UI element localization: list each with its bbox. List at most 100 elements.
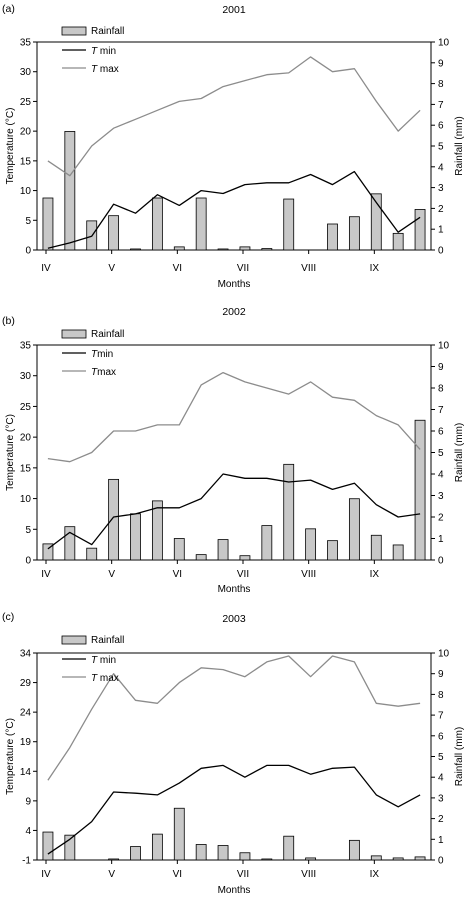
legend-rainfall-label: Rainfall [91,635,124,646]
month-label: VII [237,869,249,880]
month-label: IV [41,869,51,880]
rainfall-bar [370,855,382,861]
y-tick-label: 35 [20,341,32,352]
rainfall-bar [108,478,120,561]
panel-label: (a) [2,3,15,15]
legend-tmin-rest: min [97,46,116,57]
chart-title: 2002 [222,306,246,318]
y-tick-label: 9 [25,796,31,807]
y-tick-label: 20 [20,433,32,444]
legend-rainfall-swatch [61,635,87,645]
y2-tick-label: 1 [438,534,444,545]
rainfall-bar [173,246,185,251]
y2-tick-label: 3 [438,183,444,194]
y2-tick-label: 0 [438,856,444,867]
y2-tick-label: 10 [438,38,450,49]
panel-label: (b) [2,315,15,327]
y-tick-label: 20 [20,127,32,138]
y-tick-label: 19 [20,737,32,748]
y-tick-label: 34 [20,649,32,660]
rainfall-bar [42,831,54,861]
chart-2001: (a) 2001 0 5 10 15 20 25 30 35 0 1 2 3 4 5 6 7 8 9 10 Tempera… [2,3,465,290]
month-label: IX [370,869,380,880]
rainfall-bar [42,543,54,561]
y-tick-label: 25 [20,402,32,413]
y-tick-label: 24 [20,708,32,719]
rainfall-bar [414,856,426,861]
y-tick-label: 14 [20,767,32,778]
month-label: VIII [301,569,316,580]
month-label: V [108,263,115,274]
rainfall-bar [327,540,338,561]
y2-tick-label: 2 [438,204,444,215]
month-label: IV [41,569,51,580]
y2-axis-title: Rainfall (mm) [454,423,465,482]
y-tick-label: -1 [22,856,31,867]
legend-tmin-italic: T [91,349,98,360]
y2-tick-label: 9 [438,58,444,69]
y-axis-title: Temperature (°C) [5,414,16,491]
rainfall-bar [130,513,141,561]
legend-tmax-italic: T [91,673,98,684]
rainfall-bar [64,834,76,861]
y2-tick-label: 9 [438,669,444,680]
y2-tick-label: 4 [438,470,444,481]
rainfall-bar [173,807,185,861]
y2-tick-label: 0 [438,556,444,567]
chart-2003: (c) 2003-1491419242934012345678910Tempera… [2,611,465,896]
rainfall-bar [348,216,360,251]
rainfall-bar [414,419,426,561]
month-label: VIII [301,869,316,880]
month-label: VI [173,869,182,880]
y2-tick-label: 5 [438,142,444,153]
chart-title: 2003 [222,613,246,625]
rainfall-bar [130,248,141,251]
y-tick-label: 5 [25,525,31,536]
y2-tick-label: 8 [438,79,444,90]
month-label: VI [173,263,182,274]
rainfall-bar [327,223,338,251]
rainfall-bar [151,197,163,251]
rainfall-bar [217,539,229,561]
y2-tick-label: 7 [438,711,444,722]
rainfall-bar [392,544,404,561]
legend-rainfall-label: Rainfall [91,26,124,37]
rainfall-bar [348,498,360,561]
legend-rainfall-swatch [61,329,87,339]
legend-tmax-rest: max [97,367,116,378]
y2-tick-label: 8 [438,384,444,395]
y2-axis-title: Rainfall (mm) [454,727,465,786]
rainfall-bar [195,554,207,561]
y2-tick-label: 4 [438,162,444,173]
rainfall-bar [305,857,317,861]
rainfall-bar [239,852,251,861]
rainfall-bar [151,500,163,561]
rainfall-bar [217,248,229,251]
rainfall-bar [261,525,273,561]
rainfall-bar [370,193,382,251]
month-label: IX [370,569,380,580]
legend-tmax-italic: T [91,64,98,75]
month-label: VI [173,569,182,580]
y-axis-title: Temperature (°C) [5,108,16,185]
rainfall-bar [283,198,295,251]
month-label: VIII [301,263,316,274]
tmax-line [47,371,421,463]
legend-tmin-rest: min [97,349,113,360]
rainfall-bar [261,858,273,861]
rainfall-bar [195,844,207,861]
rainfall-bar [108,215,120,251]
x-axis-title: Months [218,279,251,290]
y-tick-label: 30 [20,67,32,78]
legend-tmax-label: Tmax [91,367,116,378]
y2-axis-title: Rainfall (mm) [454,116,465,175]
month-label: V [108,869,115,880]
panel-label: (c) [2,611,14,623]
legend-tmax-rest: max [97,64,119,75]
legend-tmin-label: T min [91,655,116,666]
y-tick-label: 10 [20,186,32,197]
y2-tick-label: 5 [438,448,444,459]
y2-tick-label: 10 [438,341,450,352]
